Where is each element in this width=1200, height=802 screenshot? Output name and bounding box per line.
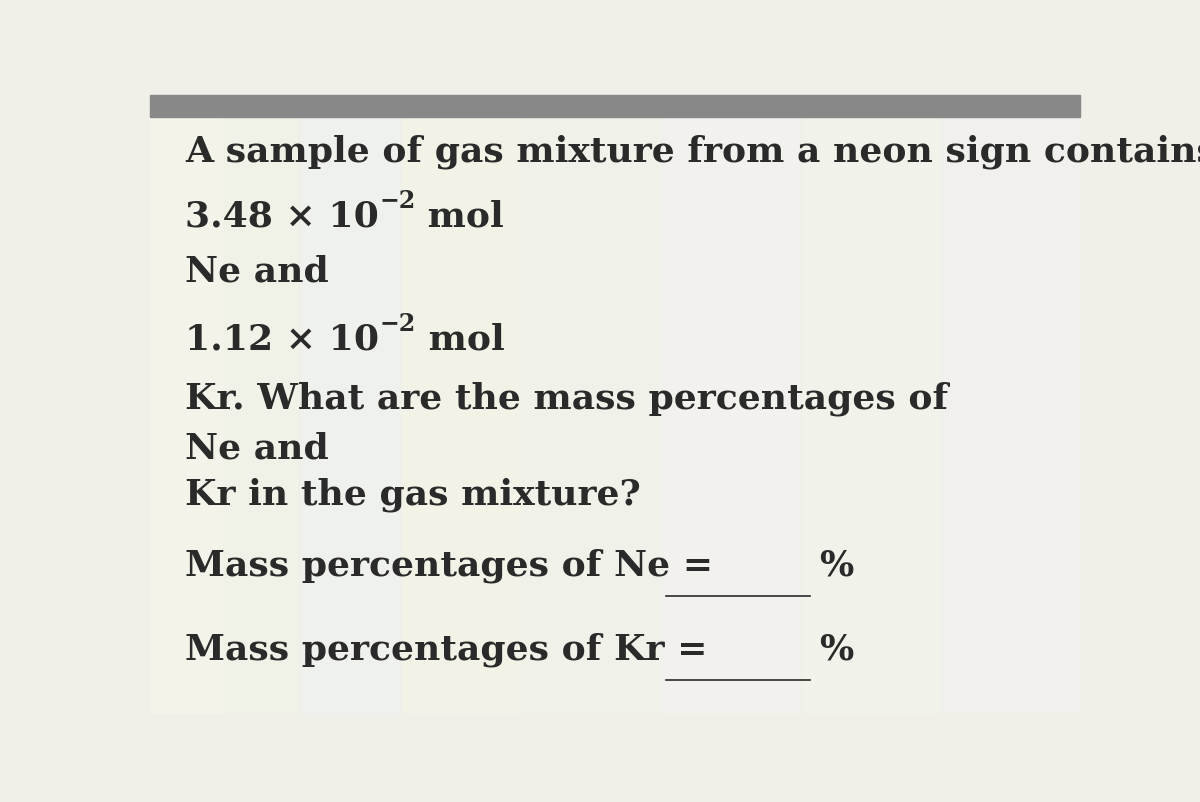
Text: 1.12 × 10: 1.12 × 10 [185,322,379,356]
Bar [150,96,1080,118]
Text: −2: −2 [379,312,415,336]
Bar [802,96,941,714]
Bar [522,96,661,714]
Text: mol: mol [415,322,504,356]
Bar [150,96,224,714]
Text: A sample of gas mixture from a neon sign contains: A sample of gas mixture from a neon sign… [185,134,1200,168]
Text: −2: −2 [379,188,415,213]
Text: %: % [820,631,854,665]
Text: Ne and: Ne and [185,254,329,289]
Text: Mass percentages of Ne =: Mass percentages of Ne = [185,548,714,582]
Text: Mass percentages of Kr =: Mass percentages of Kr = [185,631,708,666]
Bar [661,96,802,714]
Bar [401,96,522,714]
Text: Kr in the gas mixture?: Kr in the gas mixture? [185,477,641,512]
Text: mol: mol [415,199,504,233]
Text: Kr. What are the mass percentages of: Kr. What are the mass percentages of [185,381,948,415]
Bar [224,96,299,714]
Text: Ne and: Ne and [185,431,329,464]
Bar [941,96,1080,714]
Text: 3.48 × 10: 3.48 × 10 [185,199,379,233]
Bar [299,96,401,714]
Text: %: % [820,548,854,581]
